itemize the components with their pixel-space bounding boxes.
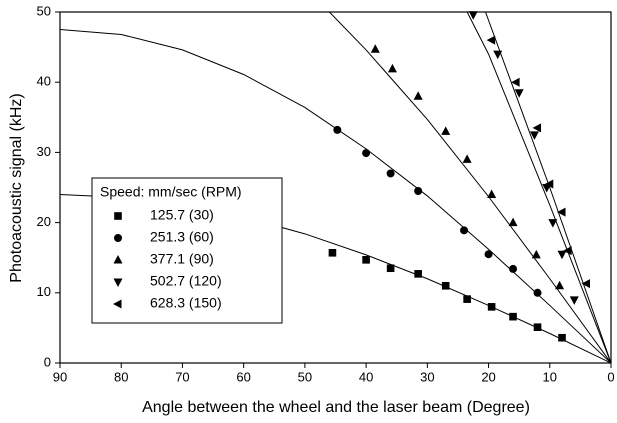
marker (414, 187, 423, 196)
marker (328, 248, 337, 257)
marker (463, 295, 471, 303)
x-tick-label: 90 (53, 369, 67, 384)
marker (114, 212, 122, 220)
marker (333, 125, 342, 134)
marker (508, 217, 518, 227)
marker (557, 250, 567, 260)
y-tick-label: 20 (37, 214, 51, 229)
legend-label: 628.3 (150) (150, 295, 222, 311)
marker (113, 255, 123, 264)
x-tick-label: 30 (420, 369, 434, 384)
fit-line (466, 12, 611, 363)
marker (414, 270, 422, 278)
marker (514, 89, 524, 98)
legend-label: 377.1 (90) (150, 251, 214, 267)
legend-label: 502.7 (120) (150, 273, 222, 289)
legend-box (91, 177, 283, 324)
legend-title: Speed: mm/sec (RPM) (100, 184, 242, 200)
fit-line (485, 12, 611, 363)
marker (441, 126, 451, 135)
marker (531, 249, 541, 259)
marker (548, 219, 558, 228)
marker (533, 288, 542, 297)
marker (511, 77, 520, 87)
x-axis-title: Angle between the wheel and the laser be… (142, 399, 530, 416)
x-tick-label: 50 (298, 369, 312, 384)
marker (114, 234, 122, 242)
marker (484, 250, 493, 259)
marker (362, 149, 371, 158)
plot-frame (59, 11, 612, 364)
marker (487, 189, 497, 199)
marker (441, 281, 450, 290)
marker (529, 131, 539, 140)
marker (462, 154, 472, 163)
marker (487, 303, 496, 311)
y-tick-label: 0 (44, 354, 51, 369)
x-tick-label: 70 (175, 369, 189, 384)
x-tick-label: 10 (543, 369, 557, 384)
marker (533, 323, 542, 331)
fit-line (329, 12, 611, 363)
marker (509, 312, 517, 321)
y-tick-label: 10 (37, 284, 51, 299)
y-tick-label: 40 (37, 74, 51, 89)
marker (532, 123, 542, 133)
marker (387, 63, 397, 73)
x-tick-label: 60 (236, 369, 250, 384)
marker (113, 278, 123, 287)
legend-label: 125.7 (30) (150, 207, 214, 223)
marker (544, 179, 554, 189)
y-tick-label: 50 (37, 3, 51, 18)
legend-label: 251.3 (60) (150, 229, 214, 245)
marker (569, 296, 579, 305)
marker (386, 264, 395, 273)
marker (555, 280, 565, 290)
marker (460, 226, 469, 235)
marker (563, 246, 572, 256)
marker (113, 299, 122, 309)
marker (413, 91, 423, 100)
marker (362, 256, 370, 264)
marker (581, 279, 591, 289)
marker (486, 35, 496, 45)
marker (386, 169, 395, 178)
y-axis-title: Photoacoustic signal (kHz) (8, 93, 25, 282)
x-tick-label: 80 (114, 369, 128, 384)
marker (468, 11, 478, 20)
x-tick-label: 0 (607, 369, 614, 384)
marker (557, 207, 566, 217)
x-tick-label: 40 (359, 369, 373, 384)
marker (370, 44, 380, 53)
marker (509, 264, 518, 273)
y-tick-label: 30 (37, 144, 51, 159)
x-tick-label: 20 (481, 369, 495, 384)
marker (493, 50, 503, 60)
marker (558, 333, 566, 342)
